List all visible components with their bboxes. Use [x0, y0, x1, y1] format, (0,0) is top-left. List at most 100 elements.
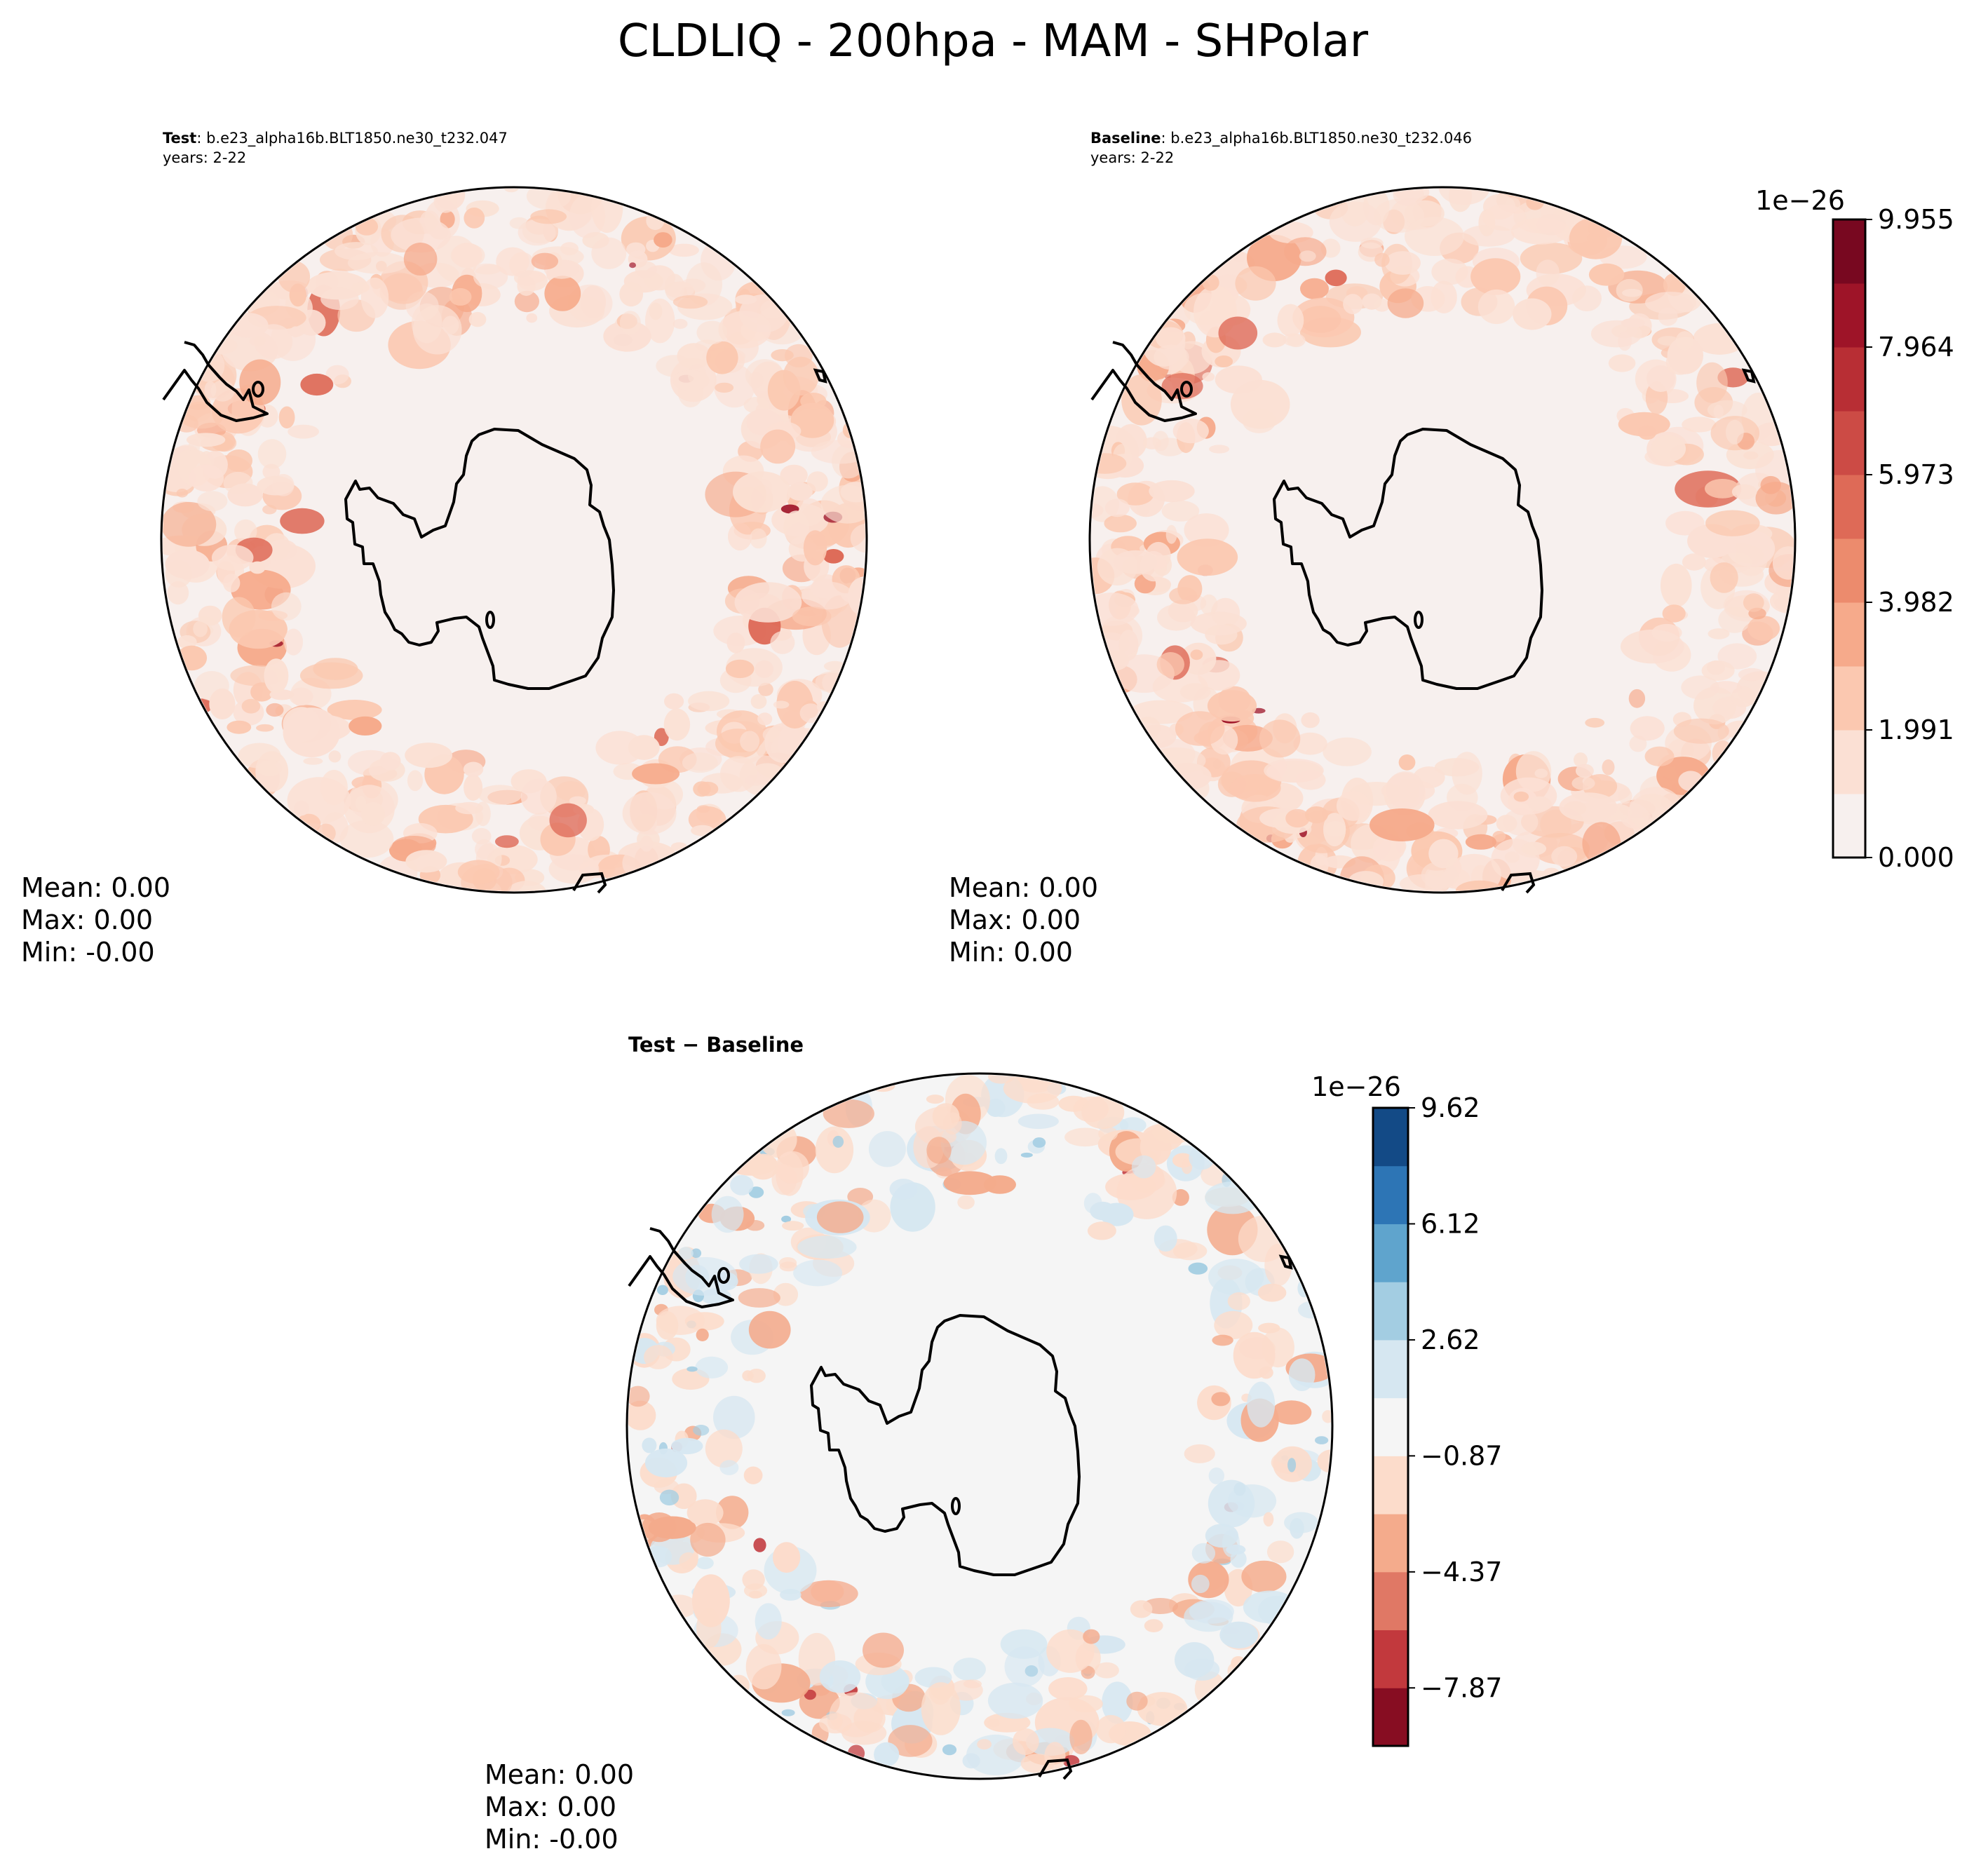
contour-patch [495, 835, 519, 848]
contour-patch [868, 1131, 906, 1167]
contour-patch [241, 698, 261, 714]
contour-patch [1258, 1322, 1280, 1334]
colorbar-swatch [1373, 1224, 1408, 1282]
contour-patch [1044, 1742, 1066, 1771]
contour-patch [560, 242, 579, 256]
island-outline [1038, 1758, 1073, 1780]
contour-patch [787, 482, 813, 501]
test-label: Test: b.e23_alpha16b.BLT1850.ne30_t232.0… [163, 130, 508, 147]
contour-patch [1571, 776, 1595, 790]
contour-patch [697, 781, 719, 797]
contour-patch [748, 372, 764, 389]
contour-patch [262, 504, 277, 515]
contour-patch [664, 693, 684, 710]
contour-patch [819, 1713, 852, 1734]
contour-patch [1618, 788, 1632, 804]
contour-patch [804, 1689, 816, 1700]
test-field-contours [163, 189, 865, 891]
contour-patch [743, 1583, 768, 1598]
contour-patch [1747, 616, 1780, 641]
contour-patch [1628, 689, 1646, 708]
contour-patch [775, 1151, 809, 1184]
contour-patch [1081, 1666, 1095, 1679]
colorbar-tick-label: 3.982 [1878, 587, 1954, 618]
contour-patch [1116, 1165, 1177, 1219]
contour-patch [1675, 331, 1694, 351]
contour-patch [1304, 806, 1328, 824]
contour-patch [176, 488, 188, 498]
diff-mean-stat: Mean: 0.00 [485, 1759, 634, 1790]
contour-patch [457, 860, 500, 884]
contour-patch [696, 1328, 709, 1341]
diff-stats: Mean: 0.00 Max: 0.00 Min: -0.00 [485, 1759, 634, 1855]
contour-patch [1161, 500, 1200, 522]
contour-patch [1218, 316, 1258, 350]
contour-patch [249, 335, 266, 347]
contour-patch [296, 813, 321, 834]
contour-patch [303, 757, 323, 765]
contour-patch [278, 406, 295, 429]
test-antarctica-coastline [344, 428, 615, 690]
colorbar-tick-label: 6.12 [1421, 1208, 1480, 1239]
contour-patch [987, 1682, 1043, 1719]
contour-patch [320, 770, 348, 806]
contour-patch [1438, 189, 1490, 205]
contour-patch [1387, 288, 1424, 318]
contour-patch [1637, 425, 1656, 440]
contour-patch [1098, 1126, 1118, 1141]
contour-patch [705, 1429, 743, 1468]
contour-patch [677, 343, 711, 370]
colorbar-tick-label: 0.000 [1878, 842, 1954, 873]
contour-patch [186, 433, 226, 447]
contour-patch [760, 429, 796, 464]
contour-patch [1262, 332, 1287, 348]
contour-patch [1149, 480, 1195, 503]
diff-max-stat: Max: 0.00 [485, 1791, 616, 1822]
main-colorbar-swatches [1833, 219, 1865, 858]
contour-patch [544, 276, 581, 311]
contour-patch [1618, 331, 1632, 351]
contour-patch [1032, 1137, 1046, 1148]
contour-patch [1191, 1543, 1216, 1564]
contour-patch [210, 380, 235, 402]
contour-patch [713, 364, 755, 408]
contour-patch [503, 189, 519, 193]
contour-patch [1726, 419, 1744, 445]
contour-patch [222, 597, 256, 637]
contour-patch [820, 485, 865, 524]
contour-patch [325, 365, 349, 385]
contour-patch [781, 1215, 792, 1223]
contour-patch [1661, 563, 1692, 608]
colorbar-swatch [1833, 730, 1865, 794]
contour-patch [622, 792, 677, 835]
contour-patch [1336, 791, 1370, 821]
contour-patch [819, 1660, 861, 1693]
contour-patch [449, 287, 472, 306]
contour-patch [1202, 372, 1215, 381]
contour-patch [517, 276, 536, 296]
contour-patch [1257, 1283, 1287, 1302]
contour-patch [1130, 1600, 1153, 1618]
contour-patch [1284, 1512, 1318, 1533]
contour-patch [1630, 716, 1665, 741]
contour-patch [957, 1195, 975, 1210]
contour-patch [1285, 808, 1310, 828]
contour-patch [688, 691, 730, 712]
contour-patch [463, 761, 484, 778]
contour-patch [468, 311, 487, 327]
contour-patch [1452, 752, 1482, 795]
contour-patch [473, 264, 508, 290]
contour-patch [464, 208, 485, 229]
contour-patch [1465, 834, 1496, 850]
contour-patch [987, 1718, 1000, 1728]
contour-patch [1651, 435, 1686, 463]
diff-antarctica-coastline [810, 1314, 1081, 1576]
contour-patch [1705, 479, 1740, 499]
contour-patch [1247, 1381, 1276, 1428]
figure-title: CLDLIQ - 200hpa - MAM - SHPolar [618, 15, 1369, 67]
contour-patch [1083, 1629, 1100, 1644]
contour-patch [735, 294, 757, 304]
contour-patch [782, 1221, 804, 1231]
contour-patch [1374, 299, 1391, 312]
island-outline [1741, 368, 1756, 384]
